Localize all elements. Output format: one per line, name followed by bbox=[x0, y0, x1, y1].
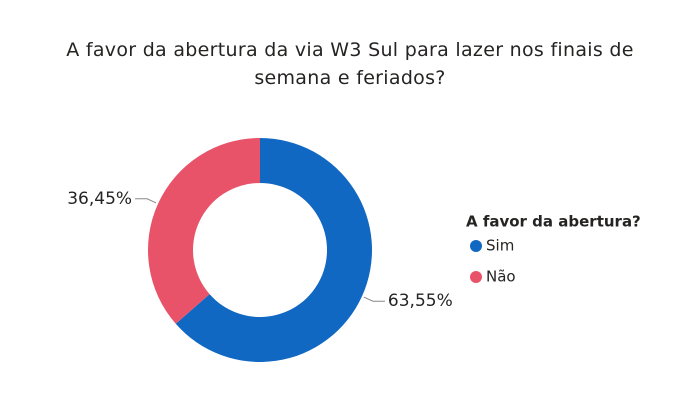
legend-label: Sim bbox=[486, 237, 514, 255]
data-label: 63,55% bbox=[388, 291, 453, 311]
chart-title: A favor da abertura da via W3 Sul para l… bbox=[66, 39, 634, 89]
donut-slice bbox=[175, 138, 372, 362]
legend-title: A favor da abertura? bbox=[466, 213, 641, 231]
legend-marker bbox=[470, 271, 482, 283]
donut-slice bbox=[147, 138, 260, 324]
leader-line bbox=[135, 198, 157, 204]
leader-line bbox=[363, 296, 385, 302]
legend-label: Não bbox=[486, 268, 516, 286]
legend-marker bbox=[470, 240, 482, 252]
data-label: 36,45% bbox=[67, 189, 132, 209]
